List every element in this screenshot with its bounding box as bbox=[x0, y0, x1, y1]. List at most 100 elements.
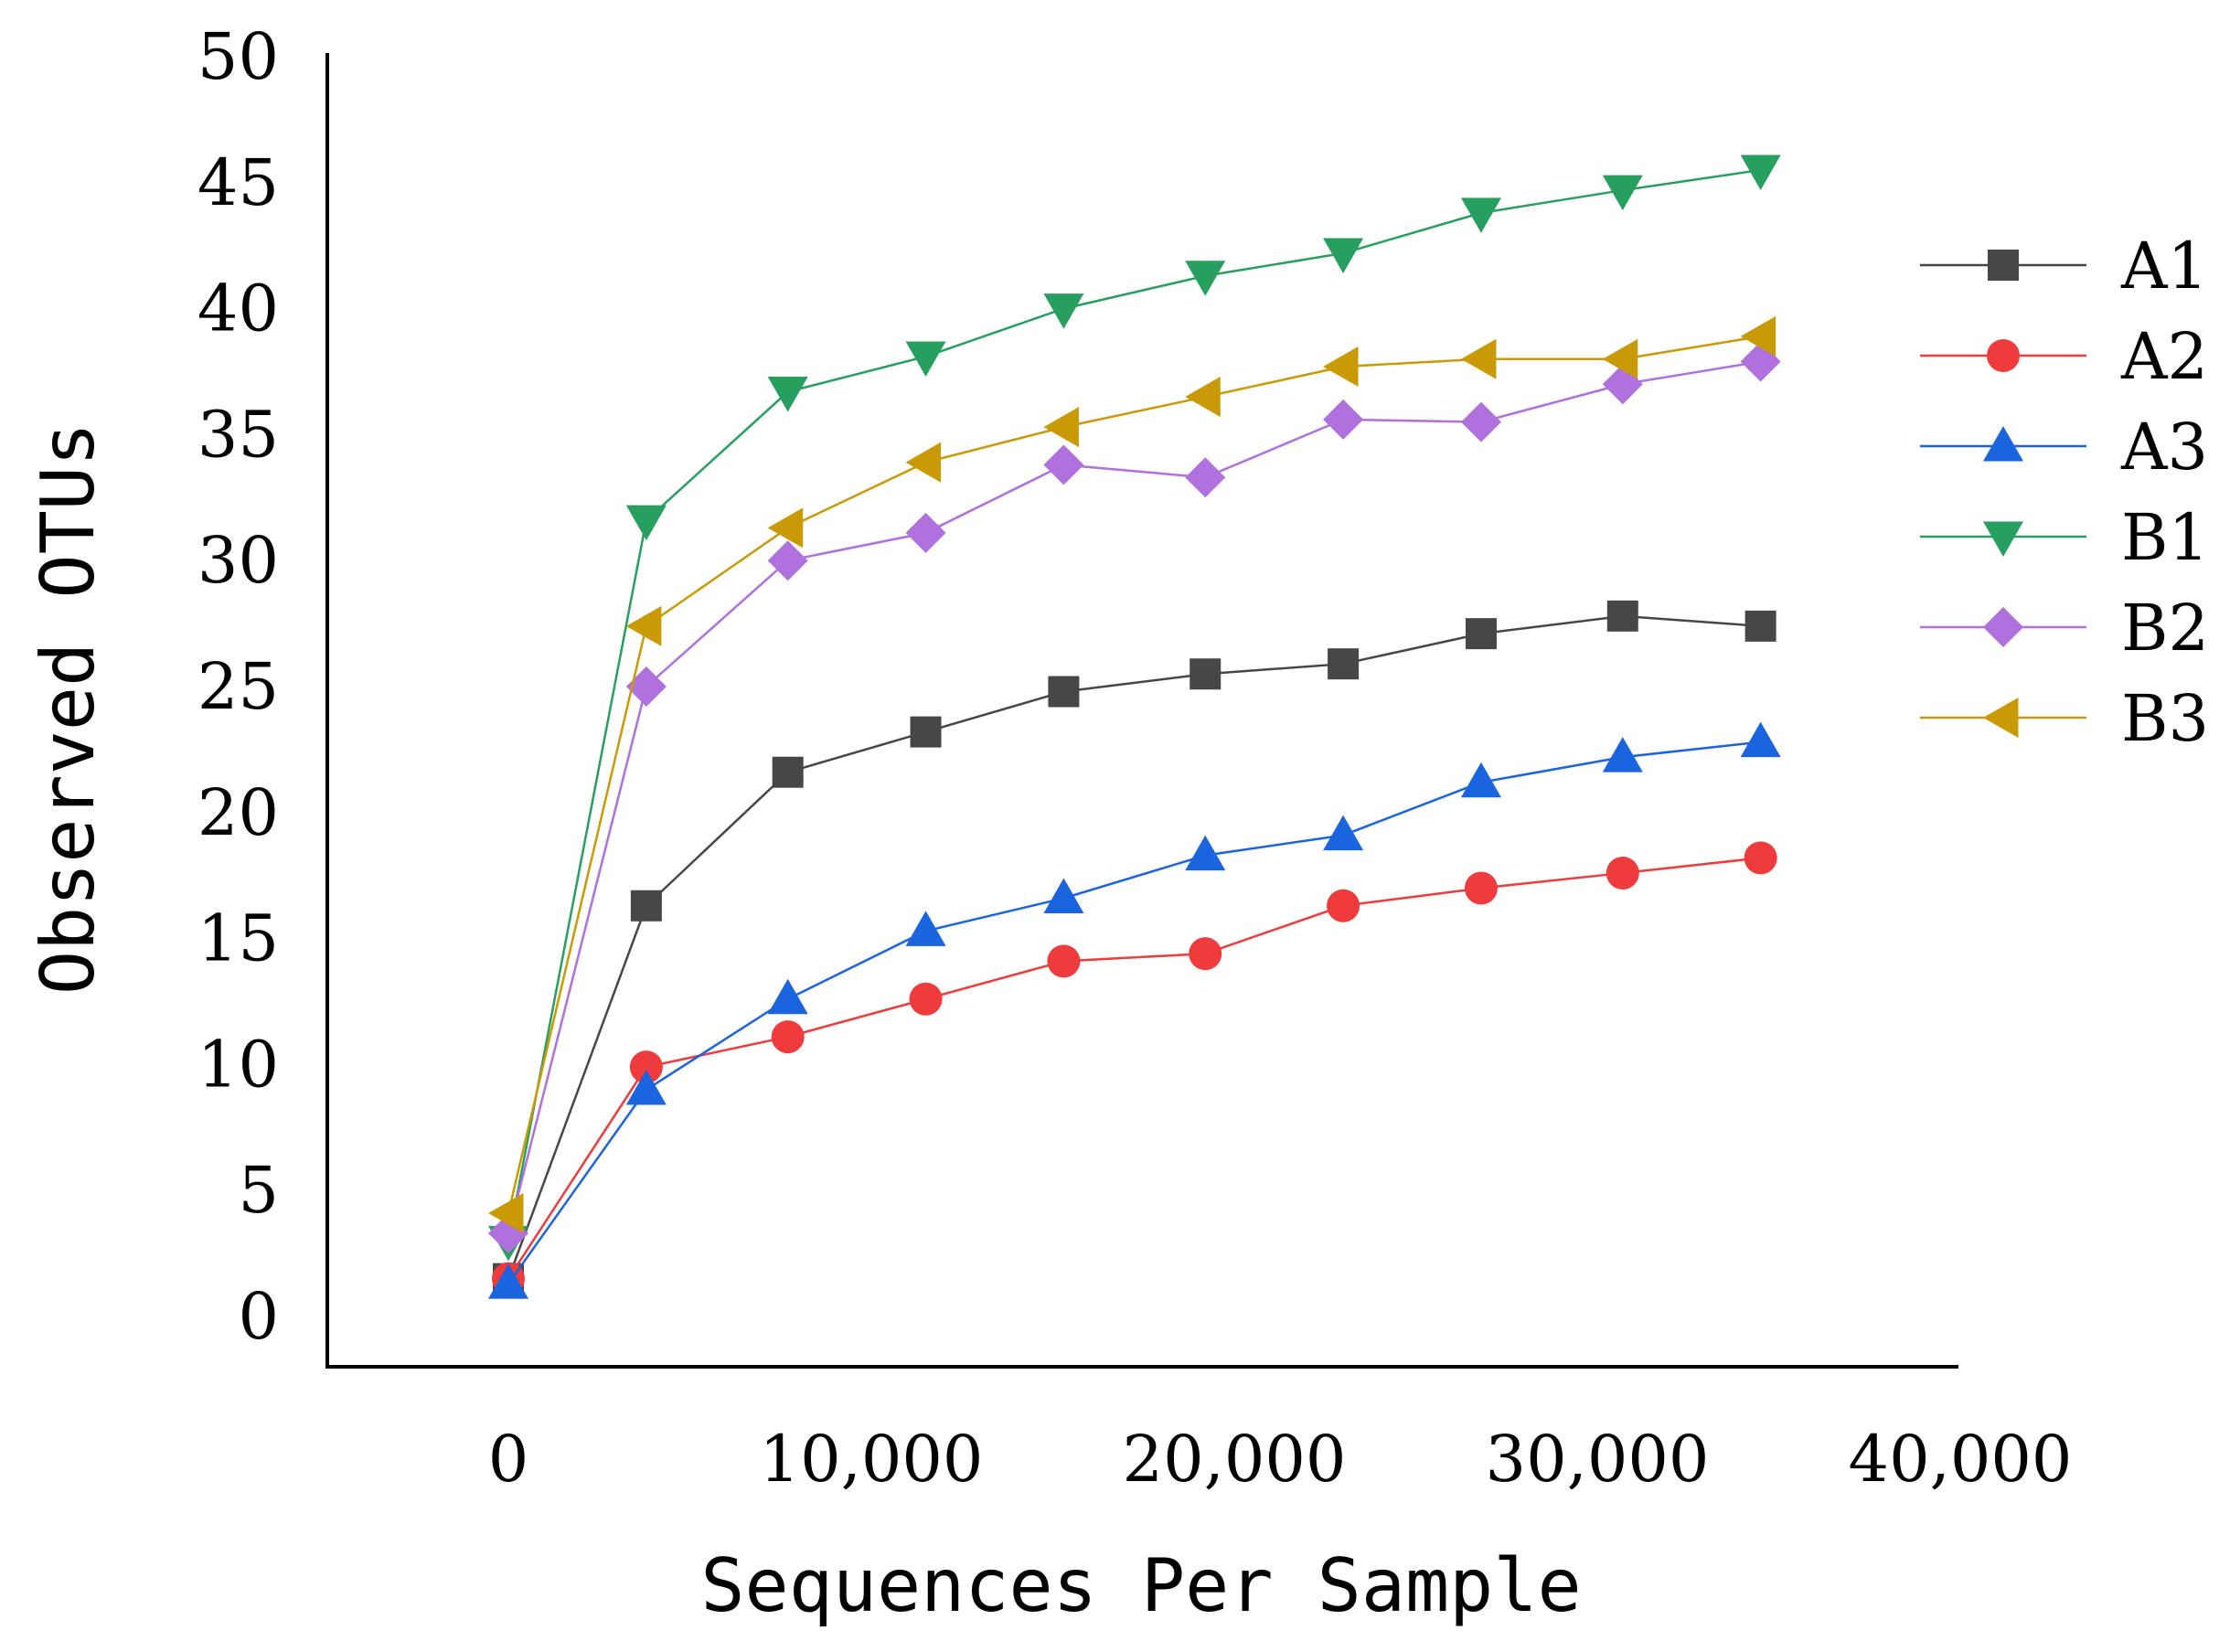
data-point-b2 bbox=[767, 540, 808, 581]
series-a3 bbox=[488, 721, 1781, 1299]
data-point-a3 bbox=[625, 1069, 667, 1105]
data-point-a2 bbox=[1744, 841, 1777, 875]
data-point-a1 bbox=[1048, 676, 1080, 708]
legend-marker bbox=[1983, 426, 2023, 462]
y-tick-label: 25 bbox=[197, 649, 279, 724]
x-tick-label: 40,000 bbox=[1849, 1422, 2073, 1497]
data-point-b2 bbox=[1323, 399, 1364, 440]
data-point-b2 bbox=[1043, 444, 1084, 485]
data-point-b3 bbox=[1323, 346, 1359, 387]
series-line-a1 bbox=[507, 614, 1761, 1280]
data-point-a3 bbox=[1460, 762, 1501, 798]
x-tick-label: 20,000 bbox=[1123, 1422, 1347, 1497]
data-point-b1 bbox=[767, 377, 808, 412]
y-tick-label: 40 bbox=[197, 272, 279, 346]
data-point-a3 bbox=[1323, 815, 1364, 851]
data-point-a3 bbox=[1043, 878, 1084, 914]
x-tick-labels: 0 10,000 20,000 30,000 40,000 bbox=[488, 1422, 2073, 1497]
legend-marker bbox=[1987, 339, 2020, 372]
data-point-b3 bbox=[1602, 338, 1638, 379]
data-point-a3 bbox=[1740, 721, 1781, 758]
series-b3 bbox=[488, 315, 1776, 1234]
y-tick-label: 10 bbox=[197, 1027, 279, 1102]
data-point-a1 bbox=[1328, 648, 1360, 680]
data-point-a3 bbox=[1185, 835, 1226, 871]
data-point-a2 bbox=[771, 1020, 805, 1054]
legend-label: B1 bbox=[2121, 500, 2209, 575]
data-point-a2 bbox=[1464, 871, 1498, 905]
axes bbox=[325, 53, 1958, 1369]
series-line-a2 bbox=[507, 857, 1761, 1280]
x-tick-label: 0 bbox=[488, 1422, 529, 1497]
data-point-a1 bbox=[1606, 600, 1638, 632]
legend-item-b3: B3 bbox=[1920, 681, 2209, 756]
legend-label: A3 bbox=[2120, 410, 2208, 485]
data-point-a2 bbox=[1047, 944, 1081, 978]
legend-item-b2: B2 bbox=[1920, 591, 2209, 666]
data-point-b2 bbox=[905, 512, 946, 553]
series-a1 bbox=[493, 600, 1776, 1295]
x-tick-label: 10,000 bbox=[760, 1422, 984, 1497]
legend-marker bbox=[1983, 698, 2019, 738]
legend-label: B2 bbox=[2121, 591, 2209, 666]
data-point-b3 bbox=[488, 1193, 524, 1234]
series-line-b3 bbox=[507, 335, 1761, 1214]
series-a2 bbox=[492, 841, 1777, 1295]
series-line-a3 bbox=[507, 741, 1761, 1284]
data-point-b1 bbox=[1043, 293, 1084, 329]
y-tick-label: 15 bbox=[197, 901, 279, 976]
data-point-a2 bbox=[1189, 937, 1222, 971]
data-point-b2 bbox=[1185, 457, 1226, 498]
data-point-a2 bbox=[909, 982, 943, 1016]
y-tick-label: 45 bbox=[197, 145, 279, 220]
legend-label: A2 bbox=[2120, 319, 2208, 394]
legend-item-a3: A3 bbox=[1920, 410, 2208, 485]
data-point-a1 bbox=[1465, 618, 1497, 650]
y-tick-label: 20 bbox=[197, 775, 279, 850]
data-point-b1 bbox=[1323, 238, 1364, 273]
data-point-a3 bbox=[767, 978, 808, 1015]
y-tick-label: 30 bbox=[197, 523, 279, 598]
series-b1 bbox=[488, 155, 1781, 1262]
data-point-a1 bbox=[1190, 658, 1222, 690]
data-point-b1 bbox=[1602, 175, 1643, 211]
y-tick-label: 35 bbox=[197, 397, 279, 472]
data-point-b3 bbox=[1185, 377, 1221, 418]
y-tick-label: 5 bbox=[238, 1153, 279, 1228]
data-point-a3 bbox=[488, 1263, 528, 1299]
y-tick-label: 0 bbox=[238, 1279, 279, 1354]
data-point-a1 bbox=[1744, 610, 1776, 642]
data-point-a2 bbox=[1606, 856, 1639, 890]
data-point-b2 bbox=[625, 666, 667, 707]
data-point-b1 bbox=[1185, 261, 1226, 296]
data-point-b1 bbox=[1460, 197, 1501, 233]
y-axis-title: Observed OTUs bbox=[26, 422, 111, 995]
data-point-b3 bbox=[625, 605, 662, 646]
legend-item-a1: A1 bbox=[1920, 229, 2208, 304]
data-point-a1 bbox=[910, 716, 942, 748]
data-point-a3 bbox=[905, 911, 946, 946]
legend-marker bbox=[1983, 607, 2023, 647]
legend-item-a2: A2 bbox=[1920, 319, 2208, 394]
data-point-a2 bbox=[629, 1050, 663, 1084]
data-point-b3 bbox=[1740, 315, 1776, 357]
data-point-a3 bbox=[1602, 737, 1643, 773]
series-line-b2 bbox=[507, 360, 1761, 1234]
legend-marker bbox=[1988, 250, 2019, 281]
data-point-b3 bbox=[767, 507, 804, 549]
legend-item-b1: B1 bbox=[1920, 500, 2209, 575]
data-point-b1 bbox=[625, 505, 667, 541]
data-point-a1 bbox=[630, 890, 662, 922]
x-tick-label: 30,000 bbox=[1486, 1422, 1710, 1497]
data-point-b3 bbox=[1460, 338, 1497, 379]
legend: A1 A2 A3 B1 B2 B3 bbox=[1920, 229, 2209, 756]
data-point-b1 bbox=[1740, 155, 1781, 191]
data-point-b1 bbox=[905, 341, 946, 377]
data-point-b3 bbox=[1043, 407, 1079, 448]
data-point-a2 bbox=[1327, 889, 1360, 922]
legend-marker bbox=[1983, 521, 2023, 557]
series-b2 bbox=[488, 341, 1781, 1254]
data-point-b3 bbox=[905, 442, 942, 483]
series-layer bbox=[488, 155, 1781, 1299]
